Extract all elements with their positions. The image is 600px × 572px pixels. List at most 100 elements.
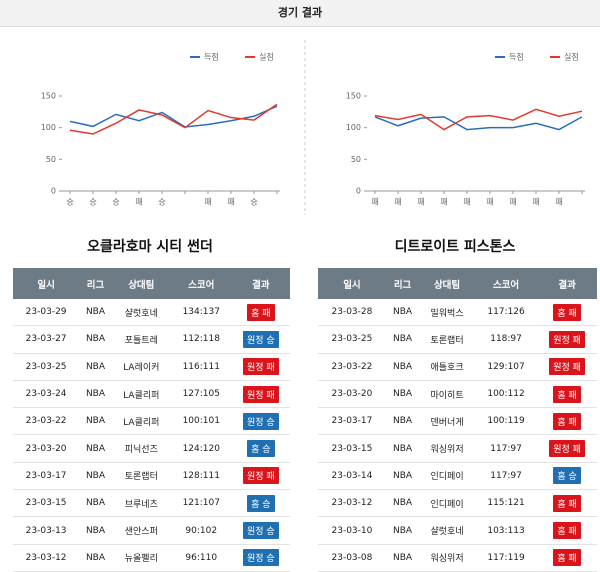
row: 23-03-25 NBA LA레이커 116:111 원정 패 (13, 353, 290, 381)
result-badge: 홈 패 (553, 549, 581, 567)
row: 23-03-20 NBA 마이히트 100:112 홈 패 (318, 380, 597, 409)
result-badge: 홈 패 (553, 522, 581, 540)
cell: 홈 패 (537, 380, 597, 409)
y-tick-label: 150 (41, 92, 56, 101)
x-tick-label: 승 (112, 198, 119, 207)
line (374, 108, 583, 131)
cell: 23-03-13 (13, 516, 80, 545)
cell: 117:97 (474, 434, 538, 463)
cell: 121:107 (170, 489, 232, 518)
result-badge: 원정 승 (242, 330, 279, 348)
y-tick-label: 50 (46, 155, 56, 164)
result-badge: 홈 승 (247, 440, 275, 458)
x-tick-label: 패 (204, 197, 211, 207)
result-badge: 홈 승 (553, 467, 581, 485)
cell: 128:111 (170, 462, 232, 491)
cell: 토론랩터 (419, 325, 475, 354)
row: 23-03-14 NBA 인디페이 117:97 홈 승 (318, 462, 597, 491)
row: 23-03-27 NBA 포틀트레 112:118 원정 승 (13, 325, 290, 354)
x-tick-label: 패 (509, 197, 516, 207)
column-header: 상대팀 (111, 268, 171, 299)
row: 23-03-15 NBA 브루네츠 121:107 홈 승 (13, 489, 290, 518)
cell: 토론랩터 (111, 462, 171, 491)
y-tick-label: 0 (356, 187, 361, 196)
result-badge: 원정 패 (242, 358, 279, 376)
cell: 100:112 (474, 380, 538, 409)
y-tick-label: 0 (51, 187, 56, 196)
x-tick-label: 패 (486, 197, 493, 207)
cell: 샬럿호네 (111, 299, 171, 327)
result-badge: 홈 패 (553, 412, 581, 430)
cell: 밀워벅스 (419, 299, 475, 327)
cell: NBA (385, 325, 420, 354)
cell: 129:107 (474, 353, 538, 381)
cell: NBA (385, 407, 420, 436)
cell: 134:137 (170, 299, 232, 327)
cell: 워싱위저 (419, 434, 475, 463)
result-badge: 원정 승 (242, 412, 279, 430)
column-header: 상대팀 (419, 268, 475, 299)
y-tick-label: 100 (41, 123, 56, 132)
x-tick-label: 패 (417, 197, 424, 207)
x-tick-label: 승 (89, 198, 96, 207)
row: 23-03-12 NBA 인디페이 115:121 홈 패 (318, 489, 597, 518)
x-tick-label: 패 (532, 197, 539, 207)
x-tick-label: 승 (66, 198, 73, 207)
result-badge: 원정 패 (242, 467, 279, 485)
cell: NBA (79, 353, 112, 381)
result-badge: 홈 패 (553, 494, 581, 512)
cell: 23-03-20 (13, 434, 80, 463)
row: 23-03-08 NBA 워싱위저 117:119 홈 패 (318, 544, 597, 572)
column-header: 리그 (385, 268, 420, 299)
cell: 원정 패 (231, 380, 290, 409)
row: 23-03-29 NBA 샬럿호네 134:137 홈 패 (13, 299, 290, 327)
cell: 23-03-12 (13, 544, 80, 572)
column-header: 스코어 (474, 268, 538, 299)
line (69, 105, 278, 128)
result-badge: 원정 승 (242, 522, 279, 540)
cell: NBA (385, 489, 420, 518)
cell: 96:110 (170, 544, 232, 572)
result-badge: 원정 승 (242, 549, 279, 567)
cell: 원정 패 (537, 353, 597, 381)
cell: NBA (79, 325, 112, 354)
x-tick-label: 패 (227, 197, 234, 207)
y-tick-label: 150 (346, 92, 361, 101)
y-tick-label: 100 (346, 123, 361, 132)
cell: 100:119 (474, 407, 538, 436)
line (69, 103, 278, 135)
cell: NBA (385, 353, 420, 381)
row: 23-03-15 NBA 워싱위저 117:97 원정 패 (318, 434, 597, 463)
result-badge: 원정 패 (549, 330, 585, 348)
cell: 124:120 (170, 434, 232, 463)
cell: NBA (79, 462, 112, 491)
cell: 홈 승 (231, 434, 290, 463)
cell: 23-03-20 (318, 380, 386, 409)
cell: 홈 승 (537, 462, 597, 491)
cell: 홈 패 (537, 407, 597, 436)
row: 23-03-17 NBA 덴버너게 100:119 홈 패 (318, 407, 597, 436)
cell: 원정 패 (231, 353, 290, 381)
row: 23-03-28 NBA 밀워벅스 117:126 홈 패 (318, 299, 597, 327)
cell: 117:97 (474, 462, 538, 491)
result-badge: 홈 패 (247, 303, 275, 321)
cell: NBA (385, 434, 420, 463)
cell: 23-03-10 (318, 516, 386, 545)
cell: 23-03-25 (13, 353, 80, 381)
cell: 23-03-22 (13, 407, 80, 436)
cell: 뉴올펠리 (111, 544, 171, 572)
row: 23-03-10 NBA 샬럿호네 103:113 홈 패 (318, 516, 597, 545)
cell: LA클리퍼 (111, 380, 171, 409)
cell: LA레이커 (111, 353, 171, 381)
cell: 샌안스퍼 (111, 516, 171, 545)
row: 23-03-22 NBA 애틀호크 129:107 원정 패 (318, 353, 597, 381)
cell: 103:113 (474, 516, 538, 545)
x-tick-label: 패 (135, 197, 142, 207)
cell: NBA (79, 516, 112, 545)
cell: 원정 승 (231, 544, 290, 572)
cell: 피닉선즈 (111, 434, 171, 463)
header-row: 일시 리그 상대팀 스코어 결과 (13, 268, 290, 299)
legend-label: 실점 (564, 52, 579, 62)
column-header: 스코어 (170, 268, 232, 299)
